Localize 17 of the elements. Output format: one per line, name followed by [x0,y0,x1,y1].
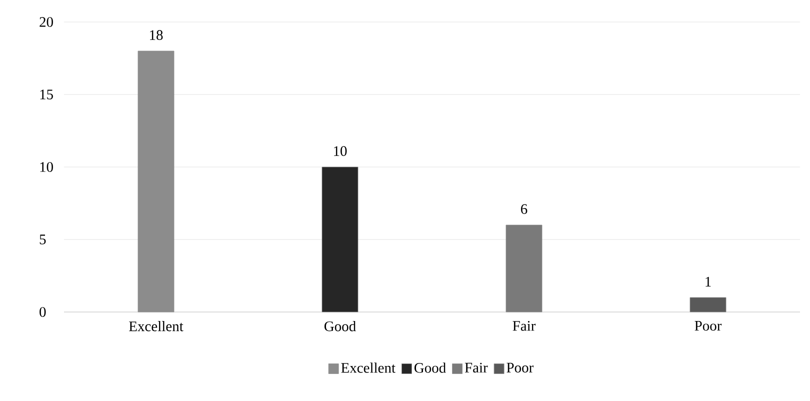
y-tick-label: 5 [40,234,46,244]
x-tick-label: Fair [512,321,536,331]
legend-label: Fair [464,362,488,373]
data-label: 18 [150,30,163,40]
data-label: 10 [334,146,347,156]
legend-label: Excellent [341,362,396,373]
legend-label: Good [414,362,446,373]
y-tick-label: 0 [40,307,46,317]
x-tick-label: Excellent [129,321,184,332]
y-tick-label: 20 [40,17,53,27]
data-label: 6 [521,204,528,214]
data-label: 1 [706,276,711,286]
x-tick-label: Poor [694,321,722,331]
x-tick-label: Good [324,321,356,332]
y-tick-label: 10 [40,162,53,172]
y-tick-label: 15 [40,90,53,100]
legend-label: Poor [506,362,534,373]
